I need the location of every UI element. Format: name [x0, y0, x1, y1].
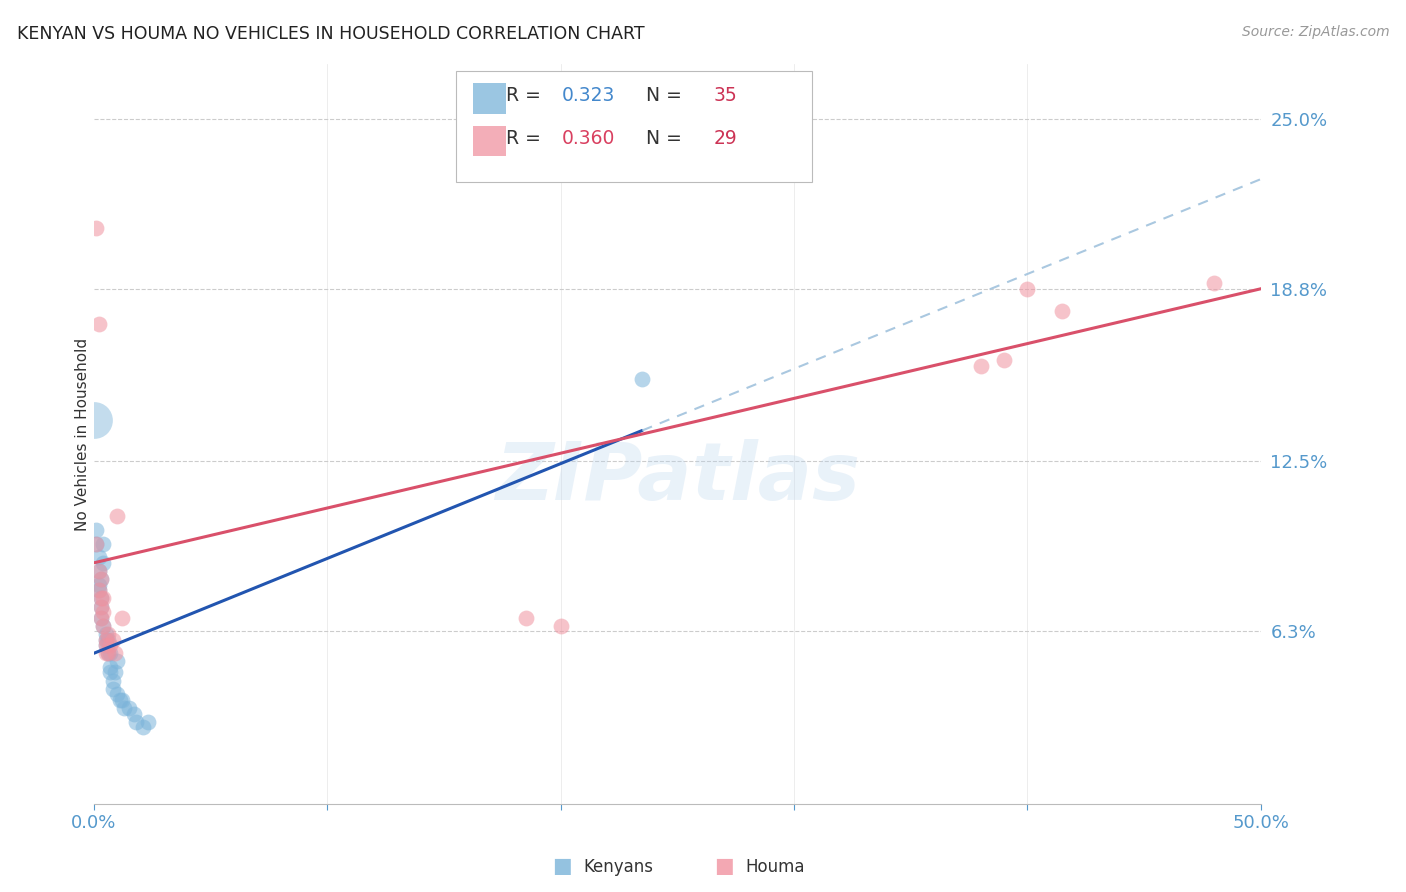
Point	[94, 632, 117, 647]
Point	[90, 599, 112, 614]
Point	[87, 318, 110, 332]
Point	[105, 687, 128, 701]
Point	[84, 536, 107, 550]
Point	[97, 627, 120, 641]
Point	[94, 627, 117, 641]
Text: Kenyans: Kenyans	[583, 858, 654, 876]
Text: Houma: Houma	[745, 858, 804, 876]
Point	[84, 523, 107, 537]
Point	[97, 632, 120, 647]
Point	[98, 638, 121, 652]
Text: 35: 35	[713, 87, 737, 105]
Point	[90, 610, 112, 624]
Point	[84, 221, 107, 235]
Point	[91, 536, 114, 550]
Text: KENYAN VS HOUMA NO VEHICLES IN HOUSEHOLD CORRELATION CHART: KENYAN VS HOUMA NO VEHICLES IN HOUSEHOLD…	[17, 25, 644, 43]
Point	[1017, 282, 1039, 296]
Text: ZIPatlas: ZIPatlas	[495, 440, 860, 517]
Point	[136, 714, 159, 729]
Text: R =: R =	[506, 128, 547, 147]
Point	[101, 681, 124, 696]
Point	[105, 655, 128, 669]
Point	[91, 619, 114, 633]
Text: Source: ZipAtlas.com: Source: ZipAtlas.com	[1241, 25, 1389, 39]
Text: ■: ■	[714, 856, 734, 876]
Point	[122, 706, 145, 721]
Point	[111, 610, 134, 624]
FancyBboxPatch shape	[456, 71, 811, 183]
Text: N =: N =	[628, 87, 688, 105]
Point	[1052, 303, 1074, 318]
Bar	[474, 84, 506, 113]
Point	[87, 583, 110, 598]
Point	[90, 572, 112, 586]
Text: N =: N =	[628, 128, 688, 147]
Point	[87, 578, 110, 592]
Text: 29: 29	[713, 128, 737, 147]
Point	[94, 632, 117, 647]
Point	[108, 693, 131, 707]
Point	[111, 693, 134, 707]
Point	[87, 583, 110, 598]
Point	[90, 610, 112, 624]
Point	[101, 673, 124, 688]
Point	[104, 665, 127, 680]
Point	[993, 353, 1015, 368]
Point	[94, 638, 117, 652]
Text: 0.360: 0.360	[562, 128, 616, 147]
Point	[550, 619, 572, 633]
Point	[631, 372, 654, 386]
Point	[970, 359, 993, 373]
Point	[91, 619, 114, 633]
Text: 0.323: 0.323	[562, 87, 616, 105]
Point	[91, 605, 114, 619]
Point	[94, 646, 117, 660]
Point	[132, 720, 155, 734]
Point	[83, 413, 105, 427]
Bar	[474, 126, 506, 156]
Point	[125, 714, 148, 729]
Point	[105, 509, 128, 524]
Point	[104, 646, 127, 660]
Point	[90, 599, 112, 614]
Point	[118, 701, 141, 715]
Point	[90, 591, 112, 606]
Y-axis label: No Vehicles in Household: No Vehicles in Household	[76, 337, 90, 531]
Point	[515, 610, 537, 624]
Point	[91, 556, 114, 570]
Point	[97, 646, 120, 660]
Point	[87, 564, 110, 578]
Point	[91, 591, 114, 606]
Point	[98, 646, 121, 660]
Point	[90, 591, 112, 606]
Point	[97, 646, 120, 660]
Point	[98, 665, 121, 680]
Point	[90, 572, 112, 586]
Point	[1204, 277, 1226, 291]
Point	[98, 660, 121, 674]
Text: R =: R =	[506, 87, 547, 105]
Point	[84, 536, 107, 550]
Point	[87, 564, 110, 578]
Text: ■: ■	[553, 856, 572, 876]
Point	[101, 632, 124, 647]
Point	[112, 701, 135, 715]
Point	[94, 638, 117, 652]
Point	[87, 550, 110, 565]
